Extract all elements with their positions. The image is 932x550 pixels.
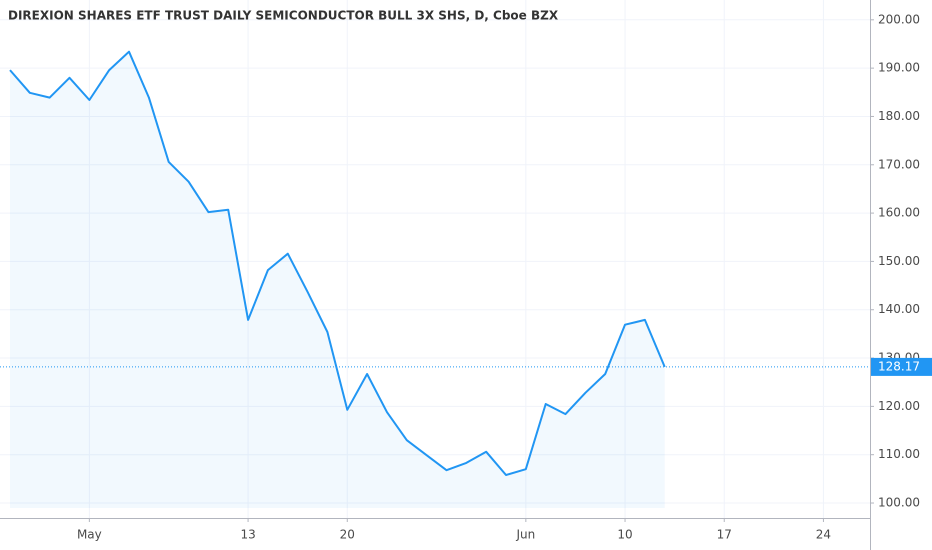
x-tick-label: 20	[340, 528, 355, 542]
last-price-label: 128.17	[878, 359, 920, 373]
x-tick-label: 10	[617, 528, 632, 542]
x-tick-label: Jun	[515, 528, 535, 542]
y-tick-label: 200.00	[878, 12, 920, 26]
chart-title: DIREXION SHARES ETF TRUST DAILY SEMICOND…	[8, 9, 559, 23]
y-tick-label: 120.00	[878, 399, 920, 413]
x-tick-label: May	[77, 528, 102, 542]
y-tick-label: 110.00	[878, 447, 920, 461]
last-price-box	[871, 357, 932, 376]
y-tick-label: 100.00	[878, 496, 920, 510]
y-tick-label: 190.00	[878, 61, 920, 75]
x-tick-label: 13	[240, 528, 255, 542]
y-tick-label: 170.00	[878, 157, 920, 171]
y-tick-label: 150.00	[878, 254, 920, 268]
x-tick-label: 24	[816, 528, 831, 542]
y-tick-label: 160.00	[878, 206, 920, 220]
area	[10, 51, 665, 508]
y-tick-label: 140.00	[878, 302, 920, 316]
line	[9, 50, 666, 476]
x-tick-label: 17	[717, 528, 732, 542]
y-tick-label: 180.00	[878, 109, 920, 123]
